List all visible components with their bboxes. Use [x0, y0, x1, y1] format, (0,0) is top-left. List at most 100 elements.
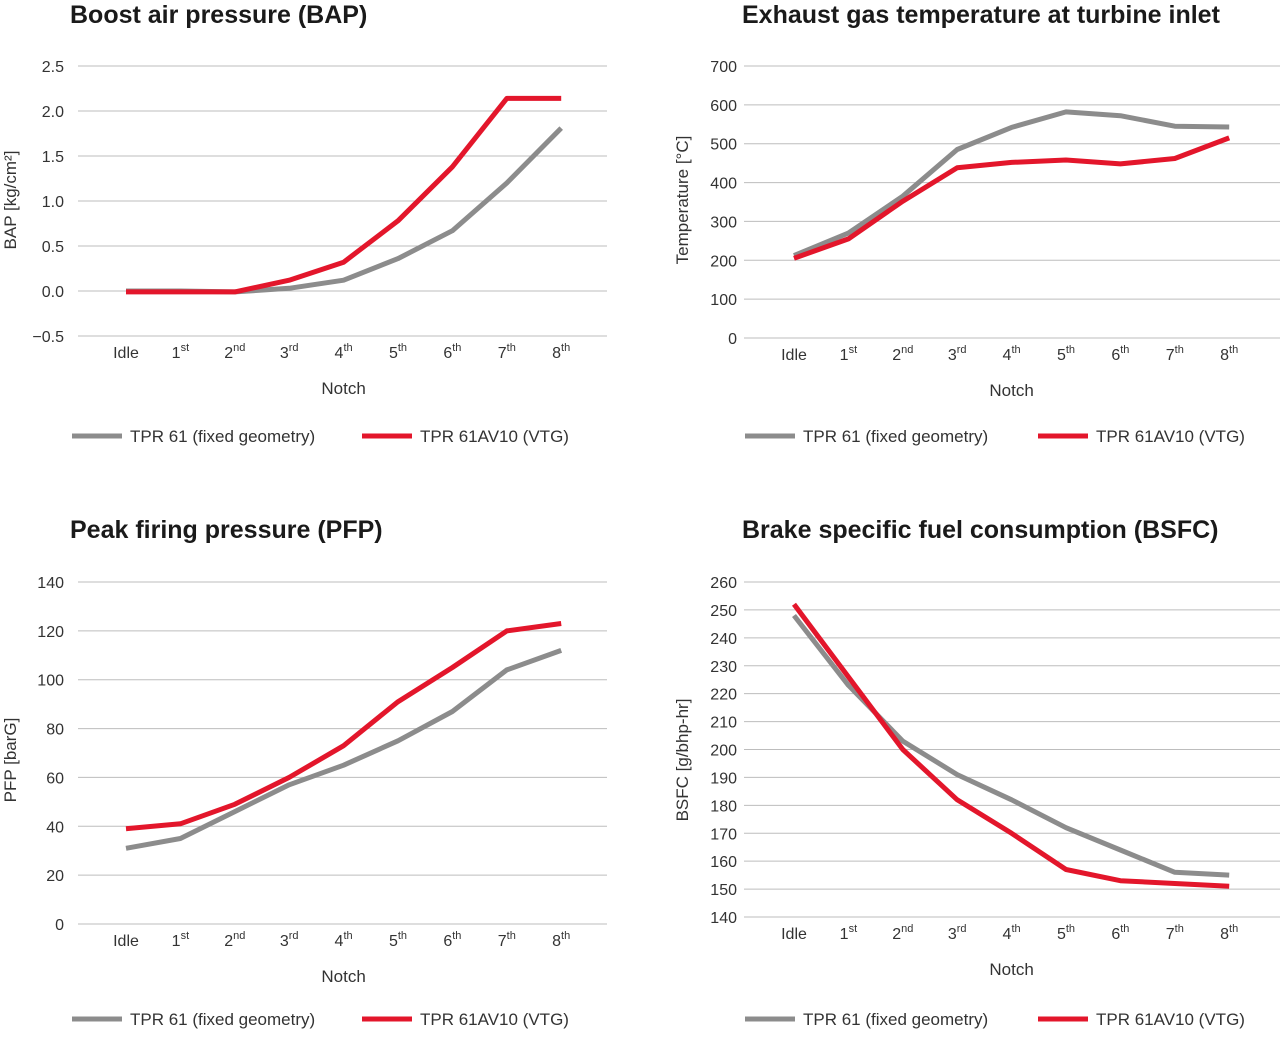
x-tick-label: Idle — [781, 347, 807, 364]
legend-label-fixed: TPR 61 (fixed geometry) — [130, 1010, 315, 1029]
x-tick-label: 3rd — [948, 923, 967, 943]
x-tick-label: 5th — [1057, 923, 1075, 943]
y-tick-label: 180 — [710, 798, 737, 815]
x-tick-label: 7th — [1166, 923, 1184, 943]
chart-svg-bsfc: Brake specific fuel consumption (BSFC) 26… — [673, 516, 1280, 1029]
series-line-vtg — [791, 602, 1230, 889]
x-tick-label: 8th — [1220, 344, 1238, 364]
y-tick-label: 260 — [710, 575, 737, 592]
y-tick-label: 1.0 — [42, 194, 64, 211]
y-tick-label: 100 — [710, 292, 737, 309]
y-axis-label: BSFC [g/bhp-hr] — [673, 699, 692, 822]
series-line-fixed — [793, 109, 1230, 258]
chart-title: Brake specific fuel consumption (BSFC) — [742, 516, 1218, 544]
x-axis-label: Notch — [321, 967, 365, 986]
y-tick-label: 200 — [710, 743, 737, 760]
y-tick-label: 150 — [710, 882, 737, 899]
x-tick-label: 5th — [1057, 344, 1075, 364]
x-tick-label: 3rd — [948, 344, 967, 364]
x-tick-label: 7th — [498, 342, 516, 362]
legend-label-vtg: TPR 61AV10 (VTG) — [1096, 1010, 1245, 1029]
x-tick-label: 1st — [172, 342, 189, 362]
y-tick-label: 600 — [710, 98, 737, 115]
y-tick-label: 0 — [55, 917, 64, 934]
y-tick-label: 170 — [710, 826, 737, 843]
x-tick-label: 1st — [172, 930, 189, 950]
x-tick-label: 6th — [443, 930, 461, 950]
x-tick-label: 2nd — [224, 342, 245, 362]
chart-svg-egt: Exhaust gas temperature at turbine inlet… — [673, 1, 1280, 446]
x-tick-label: 6th — [1111, 344, 1129, 364]
y-tick-label: 0.5 — [42, 239, 64, 256]
x-tick-label: 2nd — [892, 344, 913, 364]
series-line-vtg — [125, 621, 562, 832]
y-tick-label: 0 — [728, 331, 737, 348]
series-line-vtg — [793, 135, 1231, 261]
y-tick-label: 220 — [710, 687, 737, 704]
y-tick-label: 140 — [710, 910, 737, 927]
y-axis-label: BAP [kg/cm²] — [1, 151, 20, 250]
series-line-vtg — [126, 95, 562, 295]
chart-svg-pfp: Peak firing pressure (PFP) 140 120 100 80 60 4… — [1, 516, 607, 1029]
x-tick-label: 1st — [840, 344, 857, 364]
x-tick-label: 6th — [1111, 923, 1129, 943]
x-axis-label: Notch — [321, 379, 365, 398]
x-tick-label: 4th — [335, 342, 353, 362]
x-tick-label: 3rd — [280, 342, 299, 362]
x-tick-label: 2nd — [224, 930, 245, 950]
x-tick-label: 2nd — [892, 923, 913, 943]
chart-peak-firing-pressure: Peak firing pressure (PFP) 140 120 100 80 60 4… — [0, 515, 640, 1045]
legend-label-fixed: TPR 61 (fixed geometry) — [803, 1010, 988, 1029]
x-tick-label: Idle — [113, 345, 139, 362]
legend-label-fixed: TPR 61 (fixed geometry) — [130, 427, 315, 446]
y-tick-label: 60 — [46, 770, 64, 787]
chart-title: Exhaust gas temperature at turbine inlet — [742, 1, 1221, 29]
y-tick-label: 190 — [710, 770, 737, 787]
x-tick-label: 7th — [1166, 344, 1184, 364]
y-tick-label: 240 — [710, 631, 737, 648]
x-axis-label: Notch — [989, 960, 1033, 979]
x-tick-label: 4th — [1003, 923, 1021, 943]
y-tick-label: 20 — [46, 868, 64, 885]
x-tick-label: Idle — [113, 933, 139, 950]
y-tick-label: 160 — [710, 854, 737, 871]
y-tick-label: 80 — [46, 722, 64, 739]
x-axis-label: Notch — [989, 381, 1033, 400]
y-axis-label: PFP [barG] — [1, 718, 20, 803]
x-tick-label: 8th — [552, 930, 570, 950]
series-line-fixed — [126, 126, 563, 295]
x-tick-label: 8th — [1220, 923, 1238, 943]
x-tick-label: 6th — [443, 342, 461, 362]
chart-bsfc: Brake specific fuel consumption (BSFC) 26… — [640, 515, 1280, 1045]
legend-label-vtg: TPR 61AV10 (VTG) — [420, 1010, 569, 1029]
legend-label-vtg: TPR 61AV10 (VTG) — [1096, 427, 1245, 446]
chart-exhaust-gas-temperature: Exhaust gas temperature at turbine inlet… — [640, 0, 1280, 530]
x-tick-label: 4th — [335, 930, 353, 950]
x-tick-label: 5th — [389, 342, 407, 362]
y-tick-label: 120 — [37, 624, 64, 641]
y-tick-label: 140 — [37, 575, 64, 592]
y-tick-label: 500 — [710, 137, 737, 154]
y-tick-label: 230 — [710, 659, 737, 676]
y-tick-label: 300 — [710, 214, 737, 231]
x-tick-label: 7th — [498, 930, 516, 950]
series-line-fixed — [125, 648, 563, 851]
y-tick-label: 400 — [710, 176, 737, 193]
y-tick-label: 0.0 — [42, 284, 64, 301]
chart-title: Peak firing pressure (PFP) — [70, 516, 383, 544]
y-tick-label: 200 — [710, 253, 737, 270]
x-tick-label: 4th — [1003, 344, 1021, 364]
y-tick-label: 210 — [710, 715, 737, 732]
y-tick-label: 2.5 — [42, 59, 64, 76]
chart-boost-air-pressure: Boost air pressure (BAP) 2.5 2.0 1.5 1.0 0.5 0… — [0, 0, 640, 530]
chart-svg-bap: Boost air pressure (BAP) 2.5 2.0 1.5 1.0 0.5 0… — [1, 1, 607, 446]
y-tick-label: −0.5 — [32, 329, 64, 346]
x-tick-label: 5th — [389, 930, 407, 950]
y-tick-label: 1.5 — [42, 149, 64, 166]
y-tick-label: 2.0 — [42, 104, 64, 121]
y-tick-label: 40 — [46, 819, 64, 836]
y-tick-label: 250 — [710, 603, 737, 620]
legend-label-fixed: TPR 61 (fixed geometry) — [803, 427, 988, 446]
chart-title: Boost air pressure (BAP) — [70, 1, 367, 29]
y-axis-label: Temperature [°C] — [673, 136, 692, 265]
